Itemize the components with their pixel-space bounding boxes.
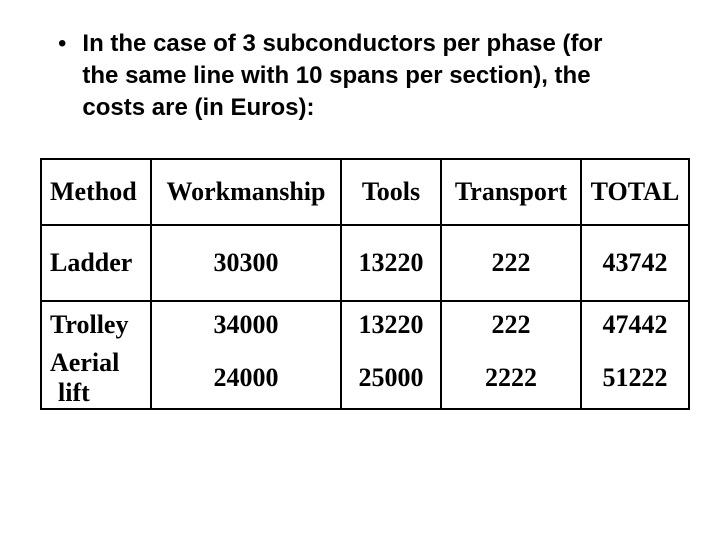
method-line: Aerial xyxy=(50,348,150,378)
cell-method: Ladder xyxy=(41,225,151,301)
method-line: lift xyxy=(50,378,150,408)
cell-total: 47442 xyxy=(581,301,689,348)
cell-transport: 222 xyxy=(441,225,581,301)
cell-tools: 13220 xyxy=(341,225,441,301)
cell-transport: 222 xyxy=(441,301,581,348)
col-transport: Transport xyxy=(441,159,581,225)
table-row: Ladder 30300 13220 222 43742 xyxy=(41,225,689,301)
col-total: TOTAL xyxy=(581,159,689,225)
cell-transport: 2222 xyxy=(441,348,581,409)
col-workmanship: Workmanship xyxy=(151,159,341,225)
table-row: Aerial lift 24000 25000 2222 51222 xyxy=(41,348,689,409)
cell-total: 43742 xyxy=(581,225,689,301)
table-header-row: Method Workmanship Tools Transport TOTAL xyxy=(41,159,689,225)
cell-workmanship: 30300 xyxy=(151,225,341,301)
col-tools: Tools xyxy=(341,159,441,225)
table-row: Trolley 34000 13220 222 47442 xyxy=(41,301,689,348)
bullet-text: In the case of 3 subconductors per phase… xyxy=(82,28,642,124)
costs-table: Method Workmanship Tools Transport TOTAL… xyxy=(40,158,690,410)
cell-tools: 13220 xyxy=(341,301,441,348)
cell-tools: 25000 xyxy=(341,348,441,409)
cell-method: Aerial lift xyxy=(41,348,151,409)
method-multiline: Aerial lift xyxy=(50,348,150,408)
cell-workmanship: 24000 xyxy=(151,348,341,409)
col-method: Method xyxy=(41,159,151,225)
slide: • In the case of 3 subconductors per pha… xyxy=(0,0,720,540)
bullet-dot-icon: • xyxy=(58,28,66,60)
cell-workmanship: 34000 xyxy=(151,301,341,348)
cell-total: 51222 xyxy=(581,348,689,409)
bullet-item: • In the case of 3 subconductors per pha… xyxy=(58,28,684,124)
cell-method: Trolley xyxy=(41,301,151,348)
